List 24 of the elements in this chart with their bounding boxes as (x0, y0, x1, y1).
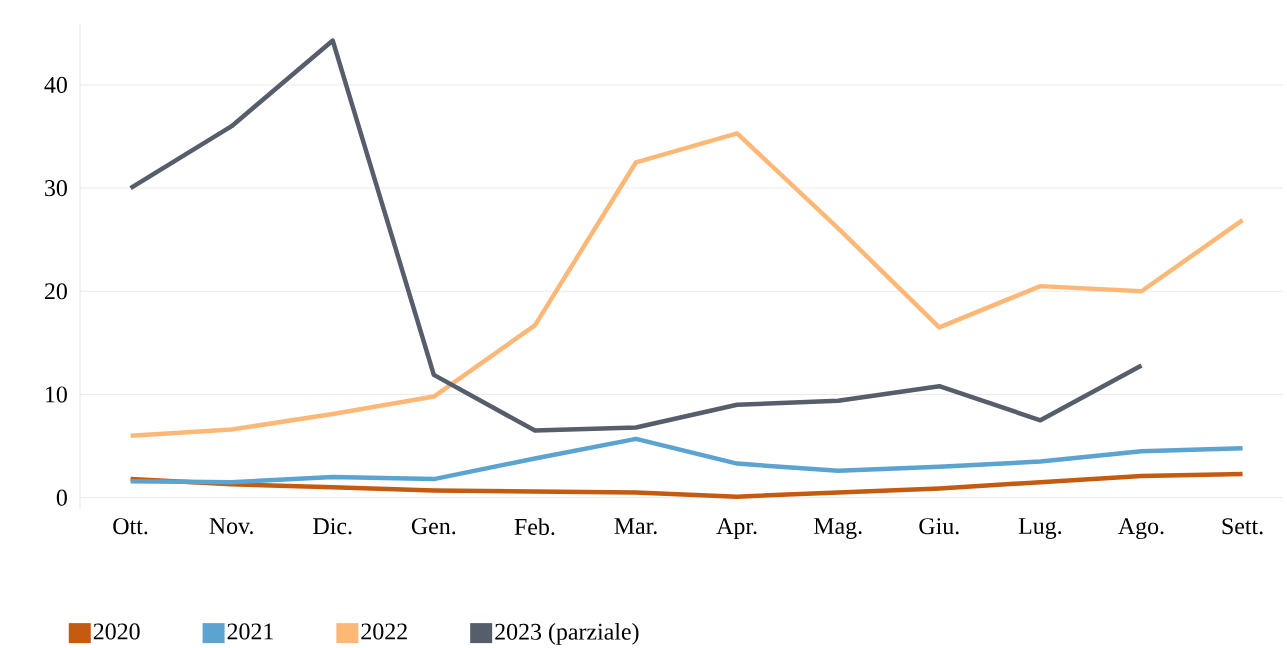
x-tick-label: Gen. (411, 518, 456, 535)
y-tick-label: 10 (46, 386, 67, 403)
x-tick-label: Nov. (209, 518, 253, 535)
legend-label: 2023 (parziale) (495, 623, 639, 645)
legend-label: 2022 (361, 623, 407, 640)
x-tick-label: Dic. (313, 518, 352, 535)
legend-label: 2020 (93, 623, 140, 640)
legend-label: 2021 (227, 623, 273, 640)
line-series (128, 38, 1144, 433)
x-tick-label: Mar. (614, 518, 657, 535)
y-tick-label: 0 (56, 489, 67, 506)
x-tick-label: Ago. (1118, 518, 1164, 540)
y-tick-label: 30 (45, 180, 67, 197)
x-tick-label: Mag. (813, 518, 862, 539)
y-tick-label: 20 (44, 283, 67, 300)
x-tick-label: Ott. (113, 518, 148, 535)
x-tick-label: Feb. (514, 518, 555, 536)
y-tick-label: 40 (44, 76, 67, 93)
line-series (128, 436, 1245, 485)
x-tick-label: Apr. (716, 518, 757, 540)
x-tick-label: Giu. (919, 518, 959, 535)
line-series (128, 131, 1245, 438)
x-tick-label: Sett. (1222, 518, 1263, 535)
x-tick-label: Lug. (1018, 518, 1062, 539)
